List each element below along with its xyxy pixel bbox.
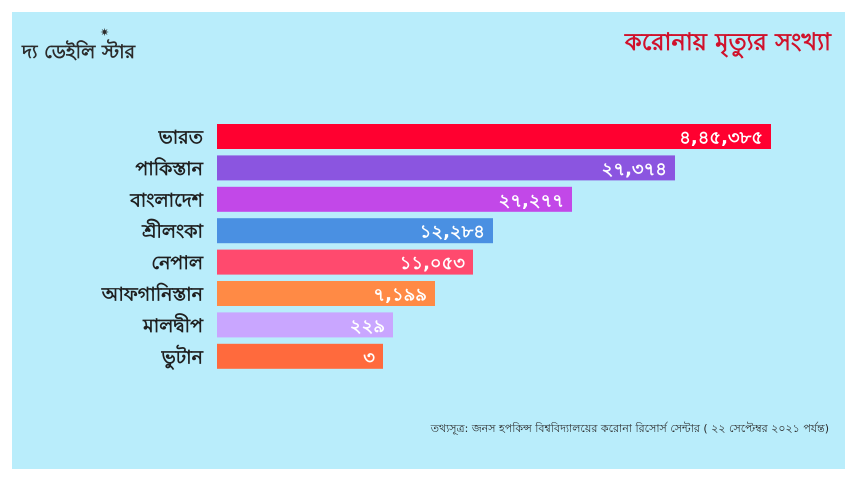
value-label-6: ২২৯ — [350, 316, 385, 337]
category-label-1: পাকিস্তান — [135, 157, 203, 180]
category-label-0: ভারত — [158, 127, 204, 149]
bar-7 — [217, 343, 383, 369]
chart-title: করোনায় মৃত্যুর সংখ্যা — [624, 28, 831, 56]
bar-0 — [217, 124, 771, 149]
category-label-4: নেপাল — [151, 252, 203, 274]
brand-logo-text: দ্য ডেইলি স্টার — [22, 41, 136, 63]
category-label-2: বাংলাদেশ — [129, 189, 204, 211]
bar-2 — [217, 186, 572, 212]
bar-5 — [217, 281, 435, 306]
bar-6 — [217, 312, 393, 338]
value-label-3: ১২,২৮৪ — [420, 222, 485, 243]
star-icon: ✷ — [100, 26, 110, 39]
value-label-4: ১১,০৫৩ — [400, 253, 466, 274]
brand-logo: ✷ দ্য ডেইলি স্টার — [22, 26, 136, 70]
value-label-1: ২৭,৩৭৪ — [602, 159, 667, 180]
bar-3 — [217, 218, 493, 244]
value-label-5: ৭,১৯৯ — [373, 285, 427, 306]
category-label-6: মালদ্বীপ — [142, 313, 204, 337]
category-label-7: ভুটান — [161, 344, 204, 370]
bar-4 — [217, 249, 473, 275]
bar-1 — [217, 155, 675, 181]
value-label-0: ৪,৪৫,৩৮৫ — [679, 128, 763, 149]
category-label-3: শ্রীলংকা — [141, 219, 204, 243]
source-note: তথ্যসূত্র: জনস হপকিন্স বিশ্ববিদ্যালয়ের … — [430, 422, 829, 435]
category-label-5: আফগানিস্তান — [101, 283, 204, 306]
value-label-7: ৩ — [363, 347, 375, 368]
value-label-2: ২৭,২৭৭ — [499, 190, 564, 211]
